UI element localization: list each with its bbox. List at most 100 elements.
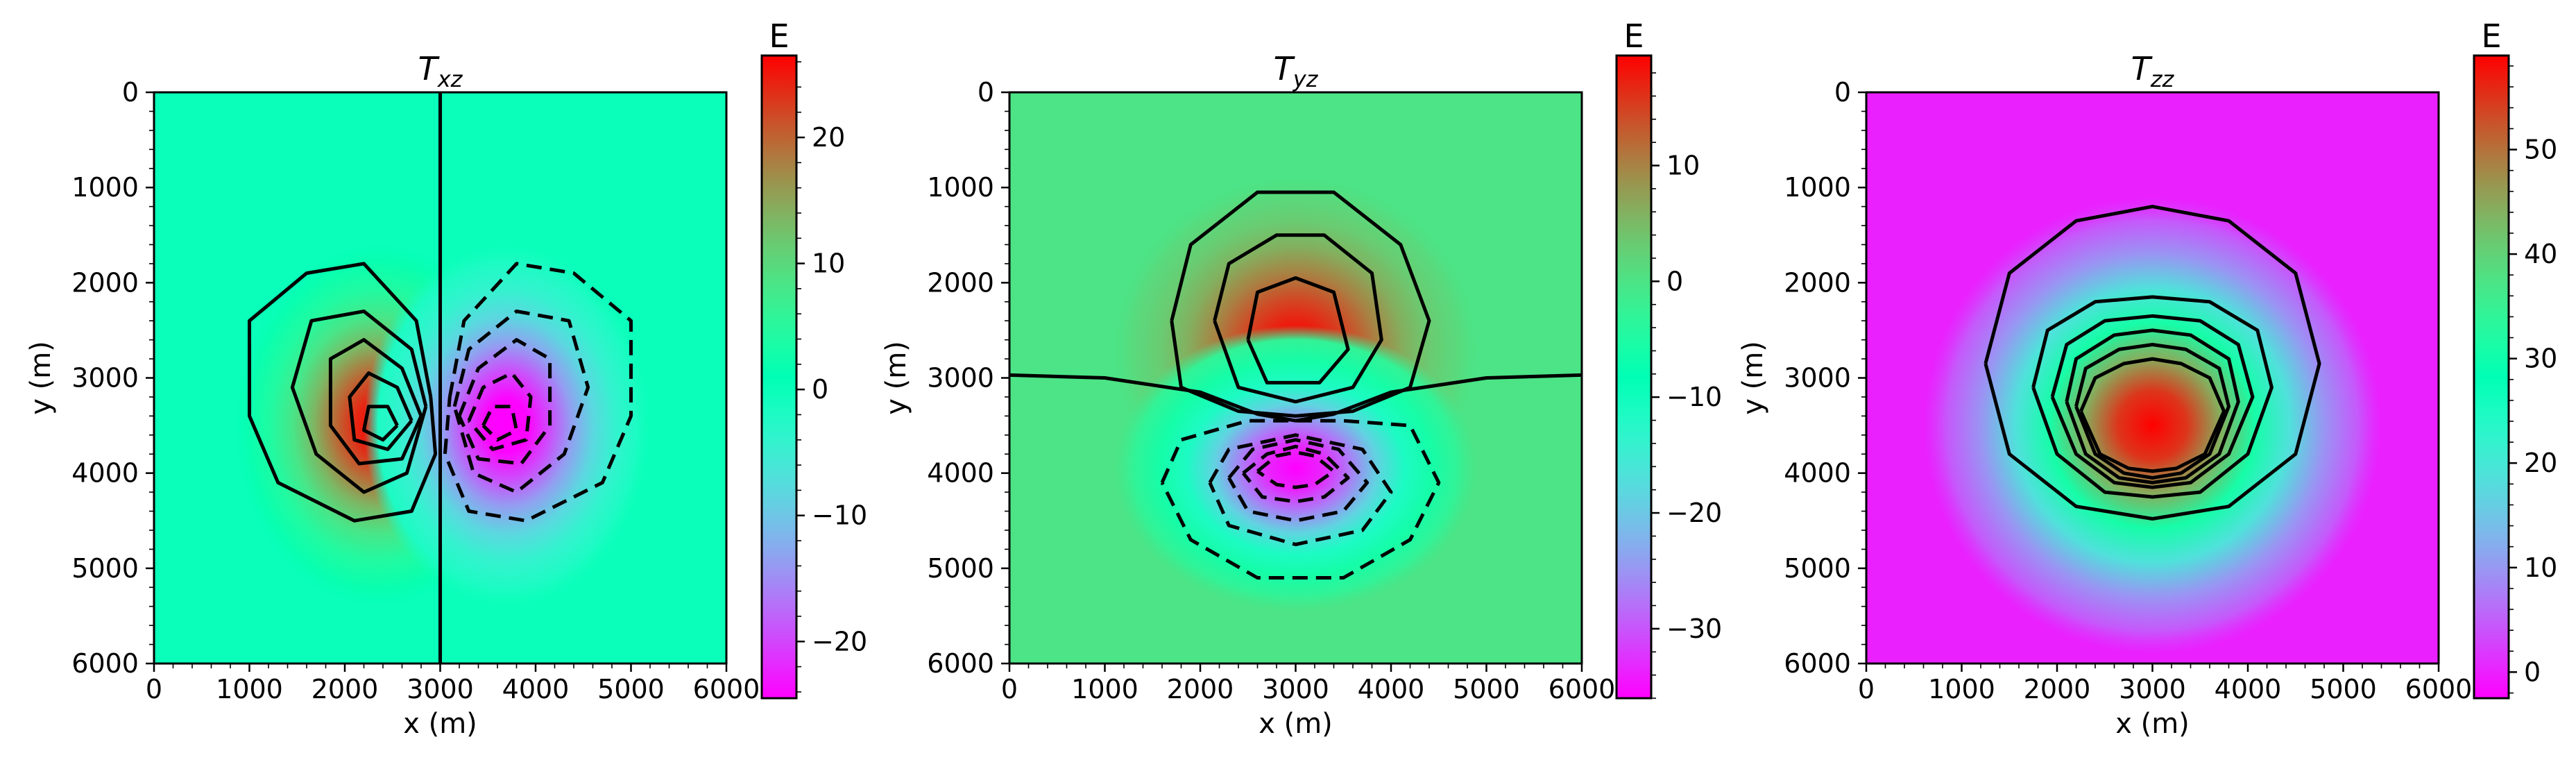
colorbar: −30 −20 −10 0 10 E bbox=[1615, 17, 1722, 700]
positive-contour-6 bbox=[362, 405, 399, 442]
x-tick-label: 0 bbox=[146, 674, 162, 704]
colorbar-tick-label: −20 bbox=[1666, 498, 1722, 528]
y-tick-label: 1000 bbox=[1784, 172, 1851, 203]
negative-contour-7 bbox=[443, 262, 633, 523]
x-axis-label: x (m) bbox=[2115, 708, 2190, 740]
subplot-title: Tzz bbox=[2131, 50, 2175, 92]
x-tick-label: 4000 bbox=[1358, 674, 1425, 704]
subplot-1: 0 1000 2000 3000 4000 5000 6000010002000300040… bbox=[25, 17, 867, 740]
y-tick-label: 2000 bbox=[1784, 267, 1851, 298]
colorbar-tick-label: 0 bbox=[2524, 657, 2541, 687]
y-tick-label: 6000 bbox=[1784, 648, 1851, 679]
y-axis-label: y (m) bbox=[1737, 341, 1769, 415]
subplot-2: 0 1000 2000 3000 4000 5000 6000010002000300040… bbox=[880, 17, 1722, 740]
subplot-title: Txz bbox=[418, 50, 463, 92]
x-axis-label: x (m) bbox=[1259, 708, 1333, 740]
x-tick-label: 5000 bbox=[597, 674, 665, 704]
contour-lines bbox=[1009, 190, 1582, 580]
positive-contour-6 bbox=[2079, 357, 2226, 473]
positive-contour-4 bbox=[2065, 328, 2240, 484]
y-tick-label: 0 bbox=[1834, 77, 1851, 108]
x-axis-label: x (m) bbox=[403, 708, 477, 740]
colorbar-tick-label: 30 bbox=[2524, 344, 2557, 374]
positive-contour-2 bbox=[248, 262, 438, 523]
y-tick-label: 3000 bbox=[927, 363, 994, 394]
colorbar-tick-label: 0 bbox=[1666, 266, 1683, 296]
x-tick-label: 5000 bbox=[2310, 674, 2377, 704]
y-axis-label: y (m) bbox=[880, 341, 912, 415]
x-tick-label: 3000 bbox=[1262, 674, 1329, 704]
y-tick-label: 3000 bbox=[1784, 363, 1851, 394]
negative-contour-10 bbox=[467, 371, 533, 451]
y-tick-label: 0 bbox=[978, 77, 994, 108]
contour-lines bbox=[1984, 205, 2321, 521]
colorbar-tick-label: 10 bbox=[1666, 151, 1700, 181]
x-tick-label: 3000 bbox=[2119, 674, 2186, 704]
y-tick-label: 4000 bbox=[1784, 458, 1851, 489]
colorbar-tick-label: −10 bbox=[1666, 382, 1722, 412]
x-tick-label: 6000 bbox=[1549, 674, 1616, 704]
x-tick-label: 2000 bbox=[1167, 674, 1234, 704]
negative-contour-6 bbox=[1208, 433, 1393, 546]
negative-contour-9 bbox=[457, 338, 552, 466]
y-tick-label: 6000 bbox=[71, 648, 139, 679]
negative-contour-8 bbox=[452, 310, 590, 494]
x-tick-label: 4000 bbox=[502, 674, 570, 704]
negative-contour-7 bbox=[1227, 438, 1370, 523]
y-tick-label: 2000 bbox=[71, 267, 139, 298]
negative-contour-11 bbox=[481, 405, 518, 442]
x-tick-label: 5000 bbox=[1453, 674, 1520, 704]
x-tick-label: 6000 bbox=[693, 674, 760, 704]
x-tick-label: 2000 bbox=[312, 674, 379, 704]
negative-contour-8 bbox=[1241, 444, 1350, 504]
x-tick-label: 0 bbox=[1001, 674, 1018, 704]
subplot-3: 0 1000 2000 3000 4000 5000 6000010002000300040… bbox=[1737, 17, 2557, 740]
positive-contour-3 bbox=[1213, 233, 1383, 404]
x-tick-label: 0 bbox=[1858, 674, 1875, 704]
contour-lines bbox=[248, 92, 633, 664]
colorbar-tick-label: 50 bbox=[2524, 135, 2557, 165]
y-tick-label: 3000 bbox=[71, 363, 139, 394]
colorbar-tick-label: 0 bbox=[812, 374, 828, 405]
colorbar-title: E bbox=[1623, 17, 1644, 55]
y-tick-label: 5000 bbox=[71, 553, 139, 584]
negative-contour-9 bbox=[1256, 450, 1336, 489]
positive-contour-3 bbox=[2050, 314, 2255, 489]
colorbar: −20 −10 0 10 20 E bbox=[760, 17, 867, 700]
colorbar-tick-label: 10 bbox=[812, 248, 845, 279]
x-tick-label: 1000 bbox=[216, 674, 283, 704]
y-tick-label: 0 bbox=[122, 77, 139, 108]
y-tick-label: 1000 bbox=[927, 172, 994, 203]
colorbar-tick-label: 20 bbox=[812, 122, 845, 153]
x-tick-label: 1000 bbox=[1928, 674, 1995, 704]
y-tick-label: 5000 bbox=[1784, 553, 1851, 584]
x-tick-label: 3000 bbox=[407, 674, 474, 704]
colorbar-tick-label: −20 bbox=[812, 626, 867, 657]
x-tick-label: 2000 bbox=[2024, 674, 2091, 704]
positive-contour-5 bbox=[348, 371, 413, 451]
y-tick-label: 5000 bbox=[927, 553, 994, 584]
subplot-title: Tyz bbox=[1274, 50, 1319, 92]
y-tick-label: 6000 bbox=[927, 648, 994, 679]
colorbar: 0 10 20 30 40 50 E bbox=[2473, 17, 2557, 700]
colorbar-title: E bbox=[2481, 17, 2501, 55]
x-tick-label: 6000 bbox=[2405, 674, 2473, 704]
positive-contour-3 bbox=[290, 310, 428, 494]
heatmap-field bbox=[1866, 92, 2439, 664]
y-tick-label: 4000 bbox=[927, 458, 994, 489]
x-tick-label: 4000 bbox=[2215, 674, 2282, 704]
negative-contour-5 bbox=[1160, 419, 1441, 580]
positive-contour-2 bbox=[1170, 190, 1431, 418]
positive-contour-4 bbox=[328, 338, 423, 466]
colorbar-tick-label: 40 bbox=[2524, 239, 2557, 269]
colorbar-tick-label: 20 bbox=[2524, 448, 2557, 478]
colorbar-tick-label: −10 bbox=[812, 500, 867, 531]
colorbar-title: E bbox=[769, 17, 789, 55]
colorbar-tick-label: −30 bbox=[1666, 614, 1722, 644]
colorbar-tick-label: 10 bbox=[2524, 552, 2557, 583]
positive-contour-5 bbox=[2074, 343, 2230, 480]
y-axis-label: y (m) bbox=[25, 341, 57, 415]
y-tick-label: 4000 bbox=[71, 458, 139, 489]
y-tick-label: 2000 bbox=[927, 267, 994, 298]
